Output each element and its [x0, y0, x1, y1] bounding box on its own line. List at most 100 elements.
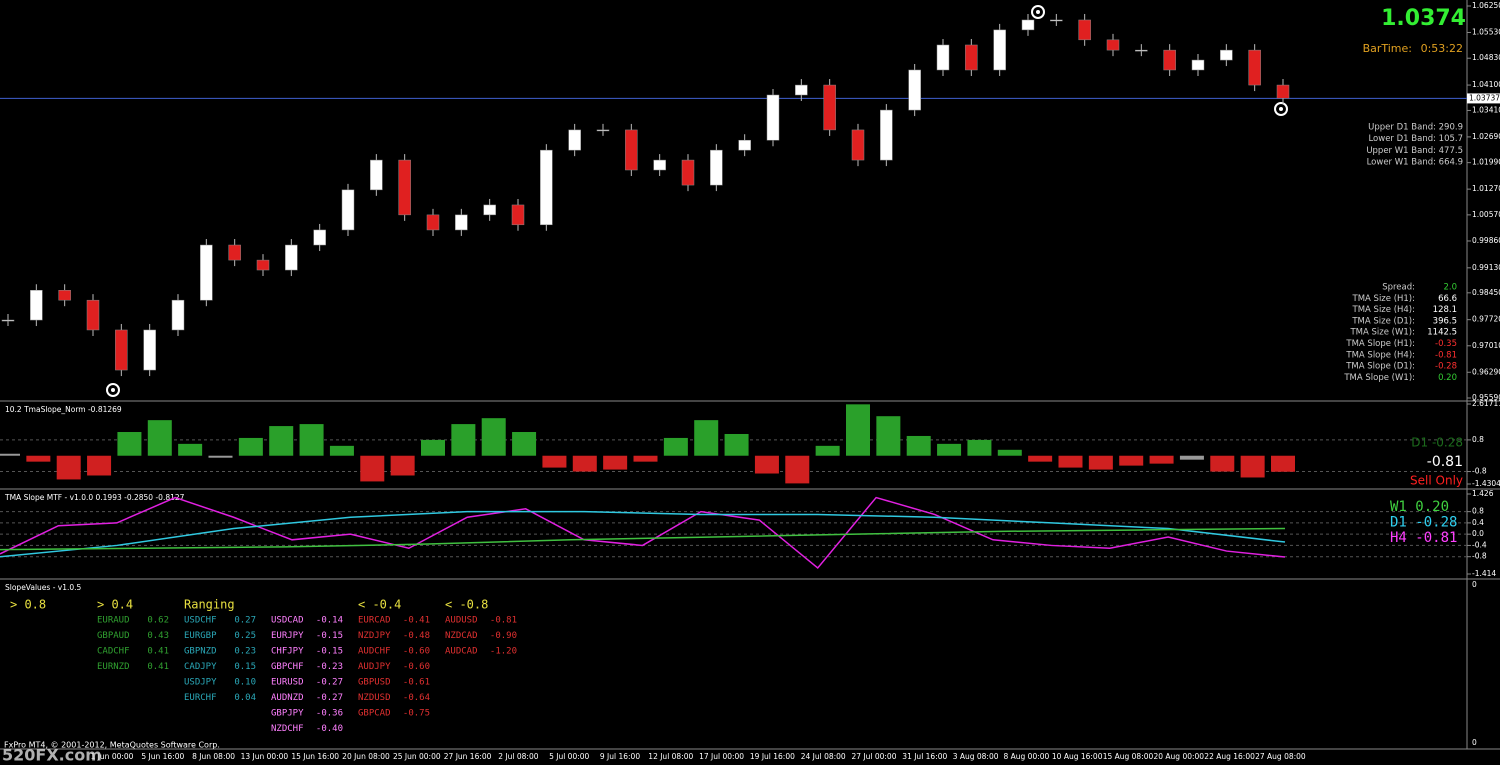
pair-slope: -0.60: [403, 647, 430, 657]
slope-bar: [238, 437, 263, 456]
time-label: 31 Jul 16:00: [902, 752, 947, 761]
pair-slope: 0.27: [234, 616, 256, 626]
time-label: 25 Jun 00:00: [393, 752, 441, 761]
tick-label: 1.01990: [1472, 158, 1500, 167]
slope-bar: [906, 435, 931, 456]
stat-label: TMA Slope (H1):: [1345, 339, 1415, 349]
stat-value: -0.35: [1435, 339, 1457, 349]
slope-line: [0, 527, 1286, 551]
swing-high-dot: [1036, 10, 1040, 14]
column-header: > 0.8: [10, 598, 46, 612]
candle: [653, 159, 666, 171]
tick-label: 1.01270: [1472, 184, 1500, 193]
pair-name: AUDCHF: [358, 647, 391, 657]
candle: [86, 299, 100, 331]
stat-value: 2.0: [1443, 283, 1457, 293]
timeframe-slope: W1 0.20: [1390, 499, 1449, 515]
axis-label: 0: [1472, 580, 1477, 589]
slope-bar: [1149, 455, 1174, 464]
candle: [625, 129, 638, 171]
slope-line: [0, 496, 1286, 570]
pair-name: EURGBP: [184, 631, 217, 641]
pair-slope: -0.40: [316, 724, 343, 734]
candle: [766, 94, 780, 141]
slope-bar: [542, 455, 567, 468]
stat-label: TMA Slope (D1):: [1345, 362, 1415, 372]
tick-label: 0.8: [1472, 435, 1484, 444]
pair-name: GBPCHF: [271, 662, 304, 672]
candle: [426, 214, 440, 231]
slope-bar: [299, 424, 324, 456]
pair-slope: -0.36: [316, 709, 343, 719]
signal-dot: [1279, 107, 1283, 111]
pane-title: SlopeValues - v1.0.5: [5, 583, 82, 592]
candle: [568, 129, 581, 151]
slope-bar: [208, 455, 233, 458]
pair-slope: -0.15: [316, 631, 343, 641]
candle: [1248, 49, 1261, 86]
time-label: 27 Aug 08:00: [1255, 752, 1306, 761]
slope-bar: [876, 416, 901, 456]
pair-name: EURCAD: [358, 616, 391, 626]
slope-bar: [87, 455, 112, 476]
slope-bar: [754, 455, 779, 474]
tick-label: 1.06250: [1472, 1, 1500, 10]
slope-bar: [1028, 455, 1053, 462]
bar-time-label: BarTime:: [1363, 42, 1412, 55]
candle: [115, 329, 128, 371]
pair-name: NZDJPY: [358, 631, 391, 641]
pair-name: AUDNZD: [271, 693, 304, 703]
bar-time: 0:53:22: [1421, 42, 1463, 55]
tick-label: 0.99860: [1472, 236, 1500, 245]
tick-label: 0.4: [1472, 518, 1484, 527]
pair-name: GBPCAD: [358, 709, 391, 719]
tick-label: 0.0: [1472, 529, 1484, 538]
slope-bar: [663, 437, 688, 456]
tick-label: 0.99130: [1472, 263, 1500, 272]
stat-value: -0.81: [1435, 350, 1457, 360]
pair-slope: -0.15: [316, 647, 343, 657]
candle: [1135, 49, 1148, 52]
slope-bar: [694, 420, 719, 456]
candle: [1050, 19, 1063, 22]
tick-label: 1.03410: [1472, 105, 1500, 114]
pair-slope: 0.62: [147, 616, 169, 626]
timeframe-slope: D1 -0.28: [1390, 515, 1457, 531]
swing-low-marker: [106, 383, 120, 397]
pane-title: 10.2 TmaSlope_Norm -0.81269: [5, 405, 122, 414]
time-label: 22 Aug 16:00: [1204, 752, 1255, 761]
pair-name: GBPJPY: [271, 709, 304, 719]
slope-bar: [147, 420, 172, 456]
time-label: 27 Jun 16:00: [444, 752, 492, 761]
time-label: 1 Jun 00:00: [91, 752, 134, 761]
big-price: 1.0374: [1381, 6, 1466, 31]
pair-slope: -0.27: [316, 678, 343, 688]
slope-bar: [26, 455, 51, 462]
candle: [823, 84, 836, 131]
timeframe-slope: H4 -0.81: [1390, 530, 1457, 546]
footer: FxPro MT4, © 2001-2012, MetaQuotes Softw…: [4, 741, 220, 750]
time-label: 19 Jul 16:00: [750, 752, 795, 761]
candle: [483, 204, 496, 216]
candle: [596, 129, 610, 132]
slope-bar: [390, 455, 415, 476]
candle: [1191, 59, 1205, 71]
time-label: 17 Jul 00:00: [699, 752, 744, 761]
time-label: 8 Aug 00:00: [1003, 752, 1049, 761]
pair-name: AUDJPY: [358, 662, 391, 672]
slope-bar: [269, 426, 294, 456]
swing-high-marker: [1031, 5, 1045, 19]
slope-bar: [1179, 455, 1204, 460]
slope-bar: [0, 453, 20, 456]
candle: [540, 149, 553, 226]
column-header: > 0.4: [97, 598, 133, 612]
pair-slope: -0.48: [403, 631, 430, 641]
candle: [200, 244, 213, 301]
stat-value: 0.20: [1438, 373, 1457, 383]
candle: [30, 290, 43, 321]
stat-label: TMA Size (H4):: [1352, 305, 1416, 315]
time-label: 12 Jul 08:00: [648, 752, 693, 761]
axis-label: 0: [1472, 738, 1477, 747]
candle: [1078, 19, 1091, 41]
